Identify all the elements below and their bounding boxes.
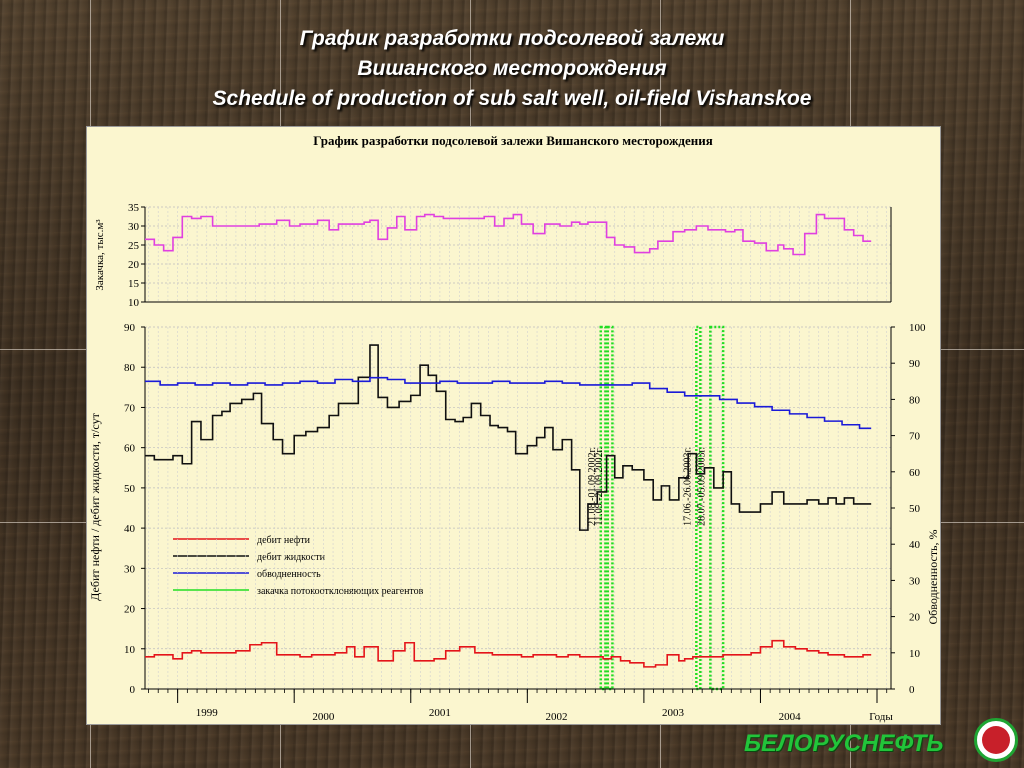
y-tick-label: 15 — [128, 278, 140, 290]
y-tick-label: 80 — [124, 362, 136, 374]
reagent-band — [606, 325, 614, 691]
x-tick-label: 2003 — [662, 707, 685, 719]
y-tick-label: 30 — [124, 563, 136, 575]
y-right-tick-label: 30 — [909, 575, 921, 587]
legend: дебит нефти дебит жидкости обводненность за… — [173, 535, 424, 597]
legend-label: дебит нефти — [257, 535, 311, 546]
legend-label: дебит жидкости — [257, 552, 326, 563]
reagent-label: 21.08.-01.09.2002г. — [587, 447, 598, 526]
y-tick-label: 70 — [124, 402, 136, 414]
legend-label: закачка потокоотклоняющих реагентов — [257, 586, 424, 597]
logo-text: БЕЛОРУСНЕФТЬ — [744, 730, 944, 757]
reagent-label: 28.07.-05.09.2003г. — [696, 447, 707, 526]
y-right-tick-label: 40 — [909, 539, 921, 551]
title-line-2: Вишанского месторождения — [357, 57, 667, 80]
y-right-tick-label: 20 — [909, 612, 921, 624]
legend-label: обводненность — [257, 569, 321, 580]
watercut-series-line — [145, 376, 872, 430]
y-right-tick-label: 90 — [909, 358, 921, 370]
y-tick-label: 10 — [124, 644, 136, 656]
y-tick-label: 30 — [128, 221, 140, 233]
chart-title: График разработки подсолевой залежи Виша… — [313, 133, 712, 148]
y-tick-label: 90 — [124, 322, 136, 334]
injection-axis-label: Закачка, тыс.м³ — [94, 219, 106, 291]
x-tick-label: 1999 — [196, 707, 219, 719]
x-tick-label: 2000 — [312, 711, 335, 723]
chart-panel: График разработки подсолевой залежи Виша… — [86, 126, 941, 725]
slide-title: График разработки подсолевой залежи Виша… — [0, 24, 1024, 114]
x-tick-label: 2002 — [545, 711, 567, 723]
production-chart: График разработки подсолевой залежи Виша… — [88, 133, 940, 723]
logo-emblem-icon — [974, 718, 1018, 762]
x-tick-label: 2004 — [779, 711, 802, 723]
rate-axis-label: Дебит нефти / дебит жидкости, т/сут — [88, 412, 102, 600]
y-tick-label: 40 — [124, 523, 136, 535]
reagent-label: 17.06.-26.06.2003г. — [682, 447, 693, 526]
y-tick-label: 0 — [130, 684, 136, 696]
y-right-tick-label: 10 — [909, 648, 921, 660]
y-tick-label: 25 — [128, 240, 140, 252]
y-right-tick-label: 80 — [909, 394, 921, 406]
y-right-tick-label: 60 — [909, 467, 921, 479]
title-line-1: График разработки подсолевой залежи — [299, 27, 725, 50]
x-tick-label: 2001 — [429, 707, 451, 719]
y-tick-label: 35 — [128, 202, 140, 214]
oil-series-line — [145, 639, 872, 668]
years-axis-label: Годы — [869, 711, 893, 723]
reagent-band — [709, 325, 725, 691]
liquid-series-line — [145, 344, 872, 531]
y-tick-label: 20 — [128, 259, 140, 271]
company-logo: БЕЛОРУСНЕФТЬ — [744, 718, 1024, 768]
y-right-tick-label: 70 — [909, 431, 921, 443]
y-right-tick-label: 50 — [909, 503, 921, 515]
y-tick-label: 60 — [124, 443, 136, 455]
y-tick-label: 10 — [128, 297, 140, 309]
watercut-axis-label: Обводненность, % — [926, 529, 940, 624]
reagent-label: 11.09.-21.09.2002г. — [594, 447, 605, 525]
y-right-tick-label: 100 — [909, 322, 926, 334]
y-right-tick-label: 0 — [909, 684, 915, 696]
title-line-3: Schedule of production of sub salt well,… — [212, 87, 812, 110]
y-tick-label: 50 — [124, 483, 136, 495]
injection-series-line — [145, 213, 872, 256]
y-tick-label: 20 — [124, 604, 136, 616]
